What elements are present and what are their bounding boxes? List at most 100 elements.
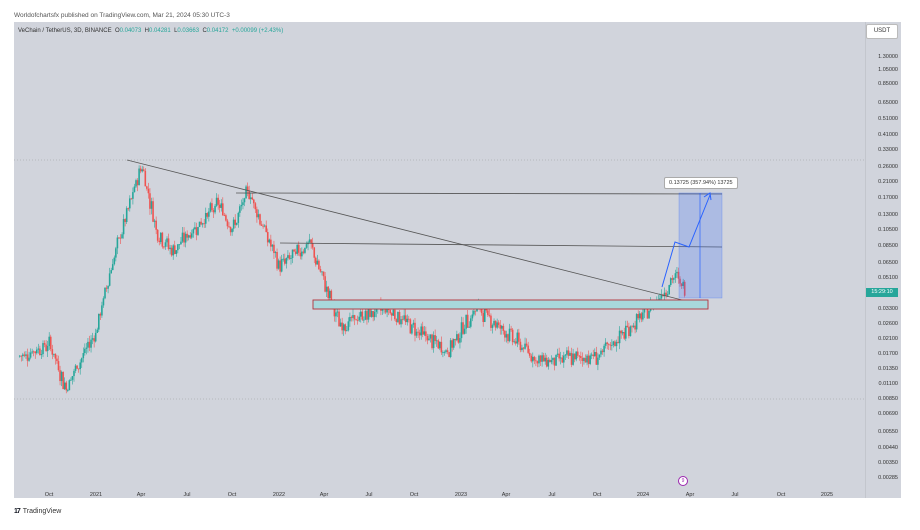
candle-body: [85, 347, 88, 349]
candle-body: [580, 356, 582, 358]
candle-body: [555, 354, 557, 366]
candle-body: [285, 257, 288, 264]
candle-body: [425, 331, 427, 336]
candle-body: [218, 204, 221, 208]
candle-body: [98, 313, 100, 330]
candle-body: [18, 355, 21, 357]
candle-body: [240, 204, 243, 207]
candle-body: [88, 341, 91, 348]
candle-body: [51, 349, 54, 355]
candle-body: [110, 270, 112, 274]
candle-body: [519, 341, 522, 351]
tradingview-logo[interactable]: 17 TradingView: [14, 508, 61, 515]
candle-body: [607, 343, 610, 345]
candle-body: [564, 354, 567, 356]
candle-body: [502, 325, 505, 331]
candle-body: [115, 248, 117, 258]
time-tick-label: Jul: [183, 492, 191, 498]
candle-body: [366, 310, 368, 320]
candle-body: [28, 357, 30, 361]
candle-body: [514, 341, 517, 344]
candle-body: [539, 355, 542, 362]
resistance-line-lower: [279, 242, 723, 248]
candle-body: [590, 354, 593, 356]
candle-body: [426, 335, 429, 341]
candle-body: [325, 286, 328, 292]
candle-body: [600, 350, 602, 355]
candle-body: [214, 205, 216, 213]
candle-body: [524, 343, 526, 349]
price-tick-label: 0.00690: [878, 411, 898, 417]
candle-body: [451, 340, 453, 348]
candle-body: [77, 368, 80, 370]
candle-body: [308, 239, 311, 243]
candle-body: [435, 340, 438, 342]
candle-body: [330, 290, 333, 305]
candle-body: [508, 328, 511, 342]
candle-body: [541, 355, 543, 362]
price-tick-label: 0.13000: [878, 212, 898, 218]
candle-body: [468, 326, 471, 328]
candle-body: [60, 371, 63, 382]
event-marker-icon[interactable]: 9: [678, 476, 688, 486]
candle-body: [310, 239, 312, 244]
price-tick-label: 0.00440: [878, 445, 898, 451]
chart-pane[interactable]: [14, 22, 865, 498]
candle-body: [573, 353, 576, 360]
candle-body: [234, 219, 236, 225]
candle-body: [341, 322, 343, 331]
symbol-name[interactable]: VeChain / TetherUS, 3D, BINANCE: [18, 28, 112, 34]
candle-body: [121, 234, 123, 239]
time-tick-label: 2021: [89, 492, 103, 498]
candle-body: [161, 232, 164, 247]
candle-body: [480, 307, 483, 314]
candle-body: [156, 229, 159, 241]
candle-body: [253, 199, 255, 204]
candle-body: [220, 203, 223, 208]
price-tick-label: 0.01100: [878, 381, 898, 387]
candle-body: [570, 353, 573, 365]
candle-body: [223, 215, 226, 216]
candle-body: [133, 186, 136, 193]
candle-body: [87, 341, 89, 348]
candle-body: [268, 239, 271, 243]
candle-body: [373, 311, 376, 318]
candle-body: [620, 330, 622, 334]
candle-body: [173, 245, 176, 254]
candle-body: [274, 252, 277, 254]
candle-body: [586, 355, 588, 363]
candle-body: [84, 348, 86, 354]
time-tick-label: Jul: [731, 492, 739, 498]
candle-body: [71, 376, 74, 380]
candle-body: [166, 238, 168, 243]
time-tick-label: 2025: [820, 492, 834, 498]
candle-body: [59, 370, 61, 382]
candle-body: [638, 313, 641, 319]
candle-body: [561, 357, 564, 363]
candle-body: [125, 208, 128, 222]
candle-body: [634, 325, 636, 330]
candle-body: [319, 269, 322, 272]
candle-body: [203, 223, 205, 225]
candle-body: [259, 214, 261, 225]
candle-body: [443, 352, 446, 353]
candle-body: [576, 351, 579, 356]
candle-body: [284, 258, 286, 264]
candle-body: [483, 306, 486, 322]
candle-body: [466, 314, 469, 328]
currency-button[interactable]: USDT: [866, 24, 898, 39]
candle-body: [318, 260, 320, 270]
candle-body: [170, 247, 173, 256]
candle-body: [542, 355, 545, 362]
candle-body: [135, 180, 137, 187]
candle-body: [660, 294, 663, 299]
price-axis[interactable]: 1.30000 1.05000 0.85000 0.65000 0.51000 0.410…: [865, 22, 901, 498]
candle-body: [118, 237, 120, 239]
candle-body: [235, 222, 238, 225]
candle-body: [408, 318, 410, 320]
candle-body: [439, 341, 441, 349]
price-tick-label: 0.00550: [878, 429, 898, 435]
candle-body: [107, 285, 109, 289]
candle-body: [139, 168, 142, 172]
candle-body: [276, 252, 278, 269]
